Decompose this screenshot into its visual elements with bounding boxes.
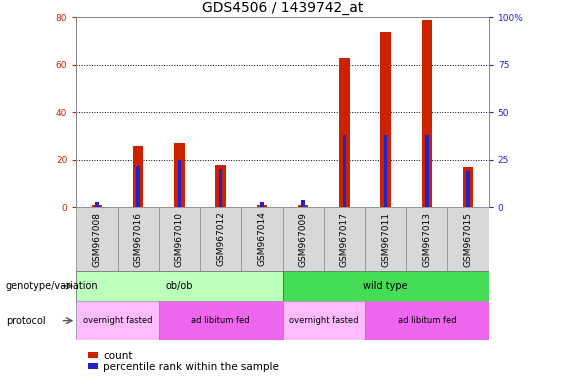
Bar	[260, 202, 263, 207]
Bar	[282, 271, 489, 301]
Bar	[282, 301, 365, 340]
Bar	[339, 58, 350, 207]
Bar	[384, 135, 387, 207]
Bar	[298, 205, 308, 207]
Bar	[421, 20, 432, 207]
Bar	[95, 202, 98, 207]
Bar	[219, 169, 222, 207]
Bar	[174, 143, 185, 207]
Text: count: count	[103, 351, 133, 361]
Bar	[159, 207, 200, 271]
Text: GSM967014: GSM967014	[258, 212, 266, 266]
Text: GSM967010: GSM967010	[175, 212, 184, 266]
Bar	[425, 135, 428, 207]
Bar	[137, 166, 140, 207]
Text: genotype/variation: genotype/variation	[6, 281, 98, 291]
Bar	[159, 301, 282, 340]
Text: ob/ob: ob/ob	[166, 281, 193, 291]
Bar	[343, 135, 346, 207]
Bar	[241, 207, 282, 271]
Bar	[365, 207, 406, 271]
Text: wild type: wild type	[363, 281, 408, 291]
Text: GSM967017: GSM967017	[340, 212, 349, 266]
Bar	[200, 207, 241, 271]
Text: GSM967015: GSM967015	[464, 212, 472, 266]
Bar	[447, 207, 489, 271]
Text: GSM967016: GSM967016	[134, 212, 142, 266]
Text: GSM967009: GSM967009	[299, 212, 307, 266]
Bar	[257, 205, 267, 207]
Text: ad libitum fed: ad libitum fed	[398, 316, 456, 325]
Text: overnight fasted: overnight fasted	[82, 316, 153, 325]
Bar	[133, 146, 144, 207]
Text: GSM967013: GSM967013	[423, 212, 431, 266]
Bar	[467, 171, 470, 207]
Bar	[282, 207, 324, 271]
Title: GDS4506 / 1439742_at: GDS4506 / 1439742_at	[202, 1, 363, 15]
Text: protocol: protocol	[6, 316, 45, 326]
Bar	[365, 301, 489, 340]
Bar	[118, 207, 159, 271]
Text: overnight fasted: overnight fasted	[289, 316, 359, 325]
Text: ad libitum fed: ad libitum fed	[192, 316, 250, 325]
Bar	[76, 271, 282, 301]
Bar	[76, 301, 159, 340]
Bar	[324, 207, 365, 271]
Bar	[178, 160, 181, 207]
Bar	[406, 207, 447, 271]
Text: GSM967012: GSM967012	[216, 212, 225, 266]
Bar	[215, 165, 226, 207]
Bar	[92, 205, 102, 207]
Bar	[380, 31, 391, 207]
Text: percentile rank within the sample: percentile rank within the sample	[103, 362, 279, 372]
Bar	[302, 200, 305, 207]
Bar	[76, 207, 118, 271]
Bar	[463, 167, 473, 207]
Text: GSM967008: GSM967008	[93, 212, 101, 266]
Text: GSM967011: GSM967011	[381, 212, 390, 266]
